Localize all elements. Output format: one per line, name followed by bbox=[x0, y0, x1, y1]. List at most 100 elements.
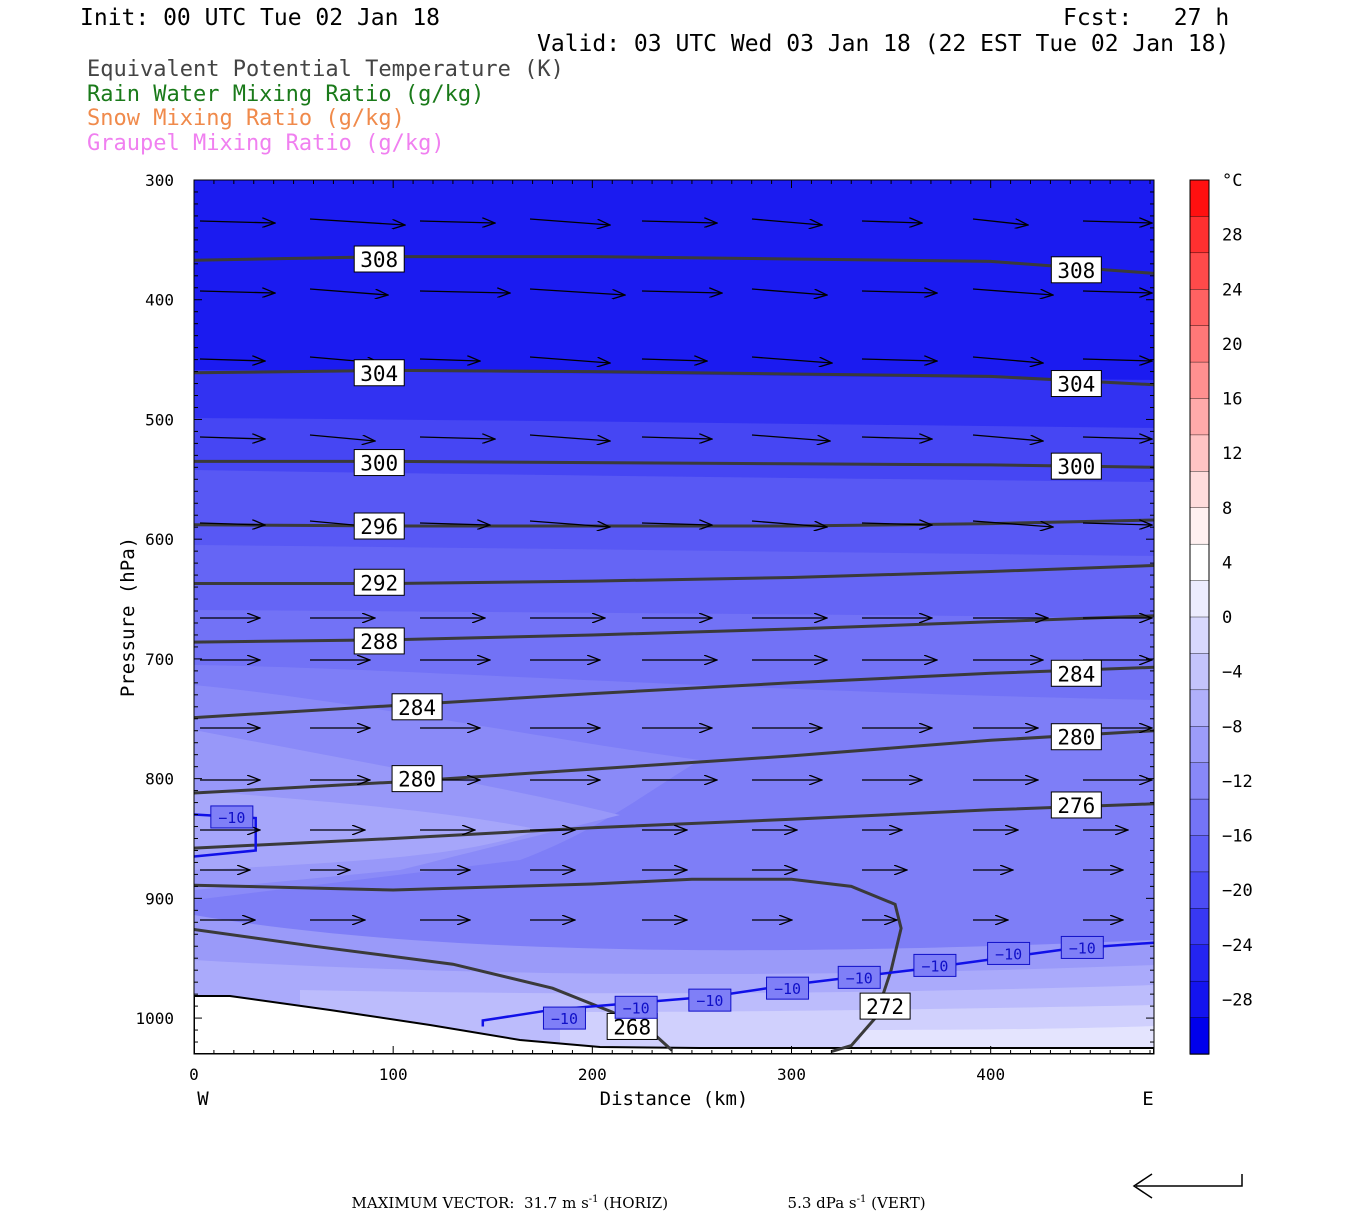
wind-arrow bbox=[861, 221, 922, 223]
temperature-label-box bbox=[1060, 935, 1104, 959]
x-tick-label: 200 bbox=[578, 1065, 607, 1084]
colorbar-swatch bbox=[1189, 944, 1210, 982]
theta-e-label-box bbox=[1050, 791, 1102, 819]
temperature-label: −10 bbox=[766, 976, 810, 1000]
colorbar-swatch bbox=[1189, 252, 1210, 290]
theta-e-label-box bbox=[391, 765, 443, 793]
wind-arrow bbox=[199, 437, 265, 439]
colorbar-swatch bbox=[1189, 762, 1210, 800]
theta-e-label-text: 308 bbox=[360, 248, 398, 272]
fill-band-9 bbox=[194, 790, 540, 870]
y-tick-label: 700 bbox=[145, 650, 174, 669]
colorbar-unit: °C bbox=[1222, 171, 1242, 191]
temperature-label-box bbox=[913, 953, 957, 977]
colorbar-tick-label: 8 bbox=[1222, 499, 1232, 519]
temperature-label-box bbox=[542, 1006, 586, 1030]
wind-vectors bbox=[199, 218, 1152, 920]
wind-arrow bbox=[1082, 437, 1152, 439]
colorbar-tick-label: −20 bbox=[1222, 881, 1253, 901]
theta-e-label-box bbox=[353, 245, 405, 273]
theta-e-label-text: 284 bbox=[1057, 662, 1095, 686]
wind-arrow bbox=[419, 291, 510, 293]
y-axis-title: Pressure (hPa) bbox=[117, 537, 139, 697]
colorbar-swatch bbox=[1189, 835, 1210, 873]
temperature-label: −10 bbox=[987, 941, 1031, 965]
x-tick-label: 0 bbox=[189, 1065, 199, 1084]
theta-e-label-text: 308 bbox=[1057, 259, 1095, 283]
colorbar-swatch bbox=[1189, 471, 1210, 509]
colorbar-tick-label: 4 bbox=[1222, 553, 1232, 573]
wind-arrow bbox=[751, 356, 832, 363]
theta-e-label-304: 304 bbox=[353, 359, 405, 387]
colorbar-swatch bbox=[1189, 289, 1210, 327]
wind-arrow bbox=[199, 523, 265, 525]
colorbar-swatch bbox=[1189, 216, 1210, 254]
x-axis-title: Distance (km) bbox=[600, 1088, 749, 1110]
colorbar-swatch bbox=[1189, 580, 1210, 618]
x-tick-label: 300 bbox=[777, 1065, 806, 1084]
wind-arrow bbox=[972, 520, 1053, 527]
theta-e-label-288: 288 bbox=[353, 627, 405, 655]
x-tick-label: 400 bbox=[976, 1065, 1005, 1084]
y-tick-label: 1000 bbox=[135, 1009, 174, 1028]
wind-arrow bbox=[529, 356, 610, 363]
temperature-label: −10 bbox=[1060, 935, 1104, 959]
temperature-label-box bbox=[837, 965, 881, 989]
colorbar-swatch bbox=[1189, 653, 1210, 691]
colorbar-swatch bbox=[1189, 361, 1210, 400]
theta-e-label-box bbox=[1050, 256, 1102, 284]
wind-arrow bbox=[861, 523, 932, 525]
y-tick-label: 400 bbox=[145, 291, 174, 310]
temperature-label: −10 bbox=[913, 953, 957, 977]
colorbar-tick-label: 20 bbox=[1222, 335, 1242, 355]
colorbar-tick-label: −24 bbox=[1222, 936, 1253, 956]
init-time: Init: 00 UTC Tue 02 Jan 18 bbox=[80, 5, 441, 31]
temperature-label-text: −10 bbox=[1069, 939, 1096, 957]
theta-e-label-text: 284 bbox=[398, 696, 436, 720]
temperature-label: −10 bbox=[210, 805, 254, 829]
wind-arrow bbox=[529, 434, 610, 441]
temperature-label: −10 bbox=[542, 1006, 586, 1030]
temperature-label: −10 bbox=[837, 965, 881, 989]
theta-e-label-280: 280 bbox=[1050, 723, 1102, 751]
colorbar-tick-label: −8 bbox=[1222, 717, 1242, 737]
max-vector-vert-tag: (VERT) bbox=[871, 1194, 926, 1212]
max-vector-vert-note: 5.3 dPa s-1 (VERT) bbox=[778, 1176, 926, 1212]
wind-arrow bbox=[419, 221, 495, 223]
colorbar-swatch bbox=[1189, 398, 1210, 436]
temperature-label-text: −10 bbox=[846, 969, 873, 987]
wind-arrow bbox=[529, 288, 625, 295]
theta-e-label-box bbox=[353, 449, 405, 477]
theta-e-label-276: 276 bbox=[1050, 791, 1102, 819]
wind-arrow bbox=[641, 523, 712, 525]
wind-arrow bbox=[309, 218, 405, 225]
colorbar-tick-label: −28 bbox=[1222, 990, 1253, 1010]
max-vector-label: MAXIMUM VECTOR: bbox=[351, 1194, 515, 1212]
theta-e-label-box bbox=[859, 992, 911, 1020]
wind-arrow bbox=[199, 221, 275, 223]
theta-e-label-text: 280 bbox=[1057, 726, 1095, 750]
valid-time: Valid: 03 UTC Wed 03 Jan 18 (22 EST Tue … bbox=[537, 31, 1230, 57]
theta-e-label-box bbox=[1050, 723, 1102, 751]
theta-e-label-text: 300 bbox=[360, 452, 398, 476]
colorbar-tick-label: 16 bbox=[1222, 390, 1242, 410]
terrain bbox=[194, 995, 1154, 1054]
wind-arrow bbox=[751, 288, 827, 295]
theta-e-label-text: 296 bbox=[360, 515, 398, 539]
theta-e-label-text: 268 bbox=[613, 1015, 651, 1039]
temperature-label: −10 bbox=[614, 995, 658, 1019]
colorbar-swatch bbox=[1189, 543, 1210, 582]
legend-rain-water: Rain Water Mixing Ratio (g/kg) bbox=[87, 82, 485, 107]
temperature-label: −10 bbox=[688, 988, 732, 1012]
theta-e-label-292: 292 bbox=[353, 568, 405, 596]
theta-e-label-296: 296 bbox=[353, 512, 405, 540]
theta-e-label-272: 272 bbox=[859, 992, 911, 1020]
theta-e-label-text: 280 bbox=[398, 768, 436, 792]
colorbar-swatch bbox=[1189, 908, 1210, 946]
temperature-label-box bbox=[766, 976, 810, 1000]
colorbar-tick-label: 24 bbox=[1222, 280, 1242, 300]
temperature-fill bbox=[194, 180, 1154, 1054]
colorbar-tick-label: −12 bbox=[1222, 772, 1253, 792]
theta-e-labels: 308 308 304 304 300 300 296 292 288 284 284 280 280 2… bbox=[353, 245, 1102, 1040]
colorbar-tick-label: 28 bbox=[1222, 226, 1242, 246]
